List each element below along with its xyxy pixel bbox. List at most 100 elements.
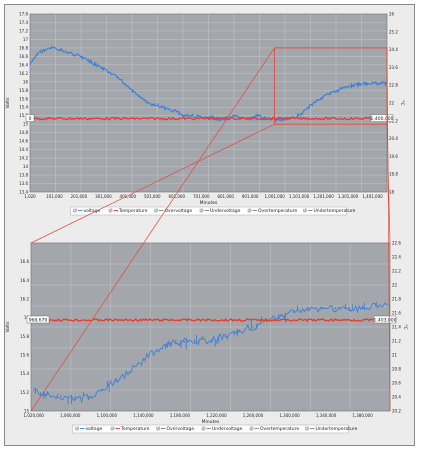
cursor-left-box: 0	[25, 114, 35, 122]
legend-checkbox[interactable]	[247, 208, 252, 213]
zoom-connector-line	[30, 123, 275, 244]
legend-checkbox[interactable]	[75, 426, 79, 431]
y-tick-label: 15.4	[19, 105, 28, 110]
series-point	[139, 95, 141, 98]
legend-box	[70, 206, 347, 216]
y-tick-label: 14.4	[19, 147, 28, 152]
legend-checkbox[interactable]	[303, 208, 307, 213]
series-point	[58, 49, 60, 51]
checkmark-icon	[111, 427, 114, 430]
y-tick-label: 13.8	[19, 173, 28, 178]
y-tick-label: 15.8	[20, 334, 29, 339]
cursor-left-label: 968,679	[29, 318, 48, 324]
x-tick-label: 1,020	[24, 194, 36, 199]
x-tick-label: 1,001,000	[264, 194, 285, 199]
legend-item[interactable]: Overvoltage	[154, 208, 193, 214]
y-tick-label: 14	[23, 164, 29, 169]
series-line	[31, 317, 390, 323]
series-point	[102, 68, 104, 70]
legend-item[interactable]: Undertemperature	[305, 426, 358, 432]
y2-tick-label: 21	[392, 353, 398, 358]
legend-box	[72, 424, 349, 434]
series-point	[30, 64, 31, 66]
legend-item[interactable]: Temperature	[110, 426, 150, 432]
legend-item[interactable]: Temperature	[108, 208, 148, 214]
checkmark-icon	[248, 209, 251, 212]
series-point	[109, 72, 112, 75]
legend-checkbox[interactable]	[110, 426, 115, 431]
legend-checkbox[interactable]	[108, 208, 113, 213]
y2-tick-label: 25.2	[389, 29, 398, 34]
series-point	[329, 92, 332, 95]
series-point	[101, 389, 104, 392]
series-point	[60, 395, 62, 397]
legend-checkbox[interactable]	[201, 426, 206, 431]
legend-item[interactable]: voltage	[73, 208, 101, 214]
series-point	[315, 100, 317, 102]
cursor-right-label: 1,403,000	[374, 318, 397, 324]
cursor-right-box: 1,403,000	[374, 315, 397, 324]
y-axis-label: Volts	[5, 97, 11, 108]
legend-item[interactable]: Overvoltage	[156, 426, 195, 432]
series-point	[32, 389, 35, 392]
series-line	[33, 301, 389, 405]
y-tick-label: 17.2	[19, 28, 28, 33]
chart-zoom: 15 15.2 15.4 15.6 15.8 16 16.2 16.4 16.6 20.2 20.4…	[5, 241, 408, 434]
y-tick-label: 16	[23, 79, 29, 84]
series-point	[307, 106, 310, 109]
y-tick-label: 17.4	[19, 20, 28, 25]
legend-checkbox[interactable]	[249, 426, 254, 431]
y2-axis-label: °C	[402, 324, 408, 329]
legend-label: Temperature	[120, 426, 150, 432]
legend-item[interactable]: Overtemperature	[249, 426, 299, 432]
x-tick-label: 701,000	[193, 194, 210, 199]
y-tick-label: 16.4	[19, 62, 28, 67]
series-point	[238, 329, 241, 332]
legend-item[interactable]: voltage	[75, 426, 103, 432]
series-point	[279, 315, 282, 317]
legend-item[interactable]: Overtemperature	[247, 208, 297, 214]
legend-checkbox[interactable]	[156, 426, 160, 431]
series-point	[322, 95, 325, 98]
cursor-left-label: 0	[29, 116, 32, 122]
zoom-connector-line	[386, 124, 391, 244]
x-tick-label: 1,340,000	[316, 413, 337, 418]
series-voltage	[32, 301, 390, 405]
legend-item[interactable]: Undervoltage	[199, 208, 241, 214]
legend-checkbox[interactable]	[73, 208, 77, 213]
series-point	[115, 380, 117, 382]
y-tick-label: 13.6	[19, 181, 28, 186]
y2-tick-label: 20.8	[392, 367, 401, 372]
y-tick-label: 15	[23, 122, 29, 127]
y-tick-label: 16.2	[19, 71, 28, 76]
x-tick-label: 1,101,000	[289, 194, 310, 199]
x-tick-label: 1,301,000	[338, 194, 359, 199]
legend-item[interactable]: Undervoltage	[201, 426, 243, 432]
series-point	[361, 307, 364, 310]
series-point	[348, 309, 350, 312]
series-point	[46, 393, 49, 396]
legend-checkbox[interactable]	[305, 426, 309, 431]
y2-tick-label: 24.4	[389, 47, 398, 52]
legend-checkbox[interactable]	[199, 208, 204, 213]
legend-checkbox[interactable]	[154, 208, 158, 213]
series-point	[74, 399, 76, 401]
series-point	[334, 307, 336, 310]
y2-tick-label: 21.4	[392, 325, 401, 330]
x-tick-label: 401,000	[120, 194, 137, 199]
cursor-left-box: 968,679	[26, 315, 50, 324]
checkmark-icon	[75, 427, 79, 430]
y2-tick-label: 21.2	[392, 339, 401, 344]
y-tick-label: 16.8	[19, 45, 28, 50]
legend-item[interactable]: Undertemperature	[303, 208, 356, 214]
series-point	[224, 335, 227, 338]
x-tick-label: 1,220,000	[206, 413, 227, 418]
zoom-selection	[30, 47, 391, 412]
series-point	[156, 348, 158, 351]
series-point	[131, 89, 134, 92]
series-point	[168, 108, 171, 111]
x-tick-label: 1,201,000	[313, 194, 334, 199]
y-tick-label: 16.4	[20, 278, 29, 283]
series-point	[128, 371, 131, 373]
